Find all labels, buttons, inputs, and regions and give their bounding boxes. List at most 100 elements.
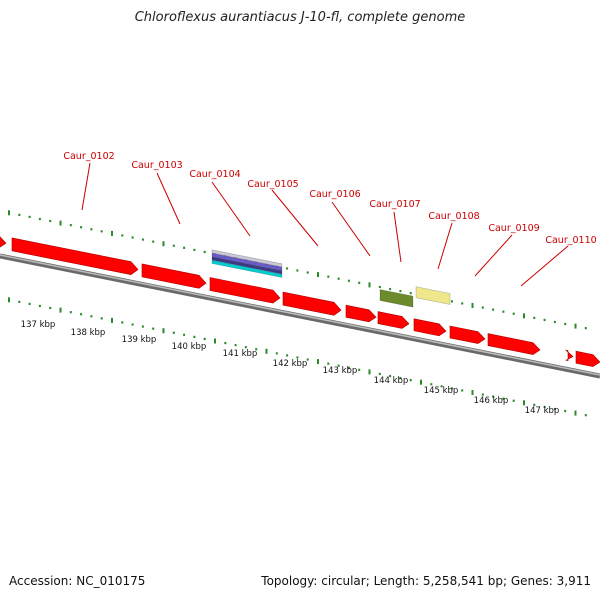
minor-tick (450, 387, 453, 390)
minor-tick (378, 372, 381, 376)
accession-label: Accession: (9, 574, 73, 588)
minor-tick (492, 308, 495, 311)
scale-label: 138 kbp (71, 328, 106, 338)
genes-label: Genes: (510, 574, 553, 588)
cds-arrow[interactable] (565, 349, 574, 361)
cds-arrow-caur-0110[interactable] (487, 333, 541, 355)
minor-tick (38, 217, 41, 221)
minor-tick (193, 335, 196, 338)
misc-feature-band[interactable] (211, 252, 283, 271)
major-tick (111, 230, 113, 236)
minor-tick (481, 306, 484, 309)
minor-tick (286, 354, 289, 357)
minor-tick (512, 312, 515, 315)
major-tick (523, 313, 525, 319)
major-tick (8, 210, 10, 216)
major-tick (265, 348, 268, 354)
accession-line: Accession: NC_010175 (9, 574, 145, 588)
major-tick (59, 220, 62, 226)
minor-tick (100, 317, 103, 320)
minor-tick (389, 287, 392, 291)
major-tick (214, 338, 216, 344)
cds-arrow-caur-0107[interactable] (377, 311, 410, 329)
minor-tick (18, 213, 21, 216)
gene-label-caur-0104: Caur_0104 (189, 169, 240, 180)
minor-tick (502, 397, 505, 400)
minor-tick (90, 315, 93, 318)
minor-tick (399, 376, 402, 380)
major-tick (162, 241, 165, 247)
minor-tick (584, 414, 587, 417)
label-leaders (81, 162, 569, 287)
minor-tick (255, 348, 258, 351)
cds-arrow-caur-0103[interactable] (141, 263, 207, 289)
minor-tick (38, 304, 41, 308)
minor-tick (430, 383, 433, 386)
misc-feature-band[interactable] (211, 256, 283, 275)
gene-labels: Caur_0102 Caur_0103 Caur_0104 Caur_0105 Caur… (63, 151, 596, 246)
gene-label-caur-0110: Caur_0110 (545, 235, 596, 246)
cds-arrow-caur-0106[interactable] (345, 304, 377, 323)
minor-tick (203, 337, 206, 341)
accession-value: NC_010175 (76, 574, 146, 588)
minor-tick (172, 331, 175, 334)
backbone-line (0, 253, 600, 379)
minor-tick (533, 403, 536, 406)
leader-line (437, 222, 453, 270)
minor-tick (337, 277, 340, 280)
minor-tick (564, 409, 567, 413)
minor-tick (141, 238, 144, 241)
cds-arrow[interactable] (0, 236, 7, 248)
misc-feature-band[interactable] (211, 259, 283, 278)
gene-label-caur-0109: Caur_0109 (488, 223, 539, 234)
cds-arrow-caur-0105[interactable] (282, 291, 342, 316)
minor-tick (564, 322, 567, 326)
minor-tick (69, 311, 72, 314)
minor-tick (286, 267, 289, 270)
cds-arrow-caur-0102[interactable] (11, 237, 139, 276)
minor-tick (450, 300, 453, 303)
leader-line (156, 172, 181, 225)
major-tick (111, 317, 113, 323)
length-value: 5,258,541 bp (422, 574, 503, 588)
cds-arrow[interactable] (575, 350, 600, 367)
minor-tick (440, 385, 443, 388)
feature-track[interactable] (0, 236, 600, 367)
major-tick (59, 307, 62, 313)
minor-tick (481, 393, 484, 396)
genome-backbone (0, 253, 600, 379)
minor-tick (121, 321, 124, 324)
minor-tick (69, 224, 72, 227)
minor-tick (28, 302, 31, 306)
inner-tick-track (8, 297, 587, 417)
gene-label-caur-0103: Caur_0103 (131, 160, 182, 171)
major-tick (317, 272, 319, 278)
cds-arrow-caur-0109[interactable] (449, 325, 486, 344)
minor-tick (131, 236, 134, 239)
minor-tick (100, 230, 103, 233)
minor-tick (141, 325, 144, 328)
minor-tick (131, 323, 134, 326)
minor-tick (306, 358, 309, 361)
minor-tick (389, 374, 392, 378)
gene-label-caur-0105: Caur_0105 (247, 179, 298, 190)
misc-feature-khaki[interactable] (415, 286, 451, 305)
minor-tick (224, 341, 227, 345)
major-tick (317, 359, 319, 365)
major-tick (471, 303, 474, 308)
scale-label: 147 kbp (525, 406, 560, 416)
gene-label-caur-0102: Caur_0102 (63, 151, 114, 162)
minor-tick (234, 344, 237, 347)
minor-tick (121, 234, 124, 237)
misc-feature-band[interactable] (211, 249, 283, 268)
minor-tick (502, 310, 505, 313)
minor-tick (183, 333, 186, 336)
cds-arrow-caur-0108[interactable] (413, 318, 447, 337)
leader-line (81, 162, 91, 211)
minor-tick (80, 226, 83, 229)
misc-feature-olive[interactable] (379, 289, 414, 308)
minor-tick (553, 320, 556, 324)
cds-arrow-caur-0104[interactable] (209, 277, 281, 304)
minor-tick (543, 405, 546, 409)
